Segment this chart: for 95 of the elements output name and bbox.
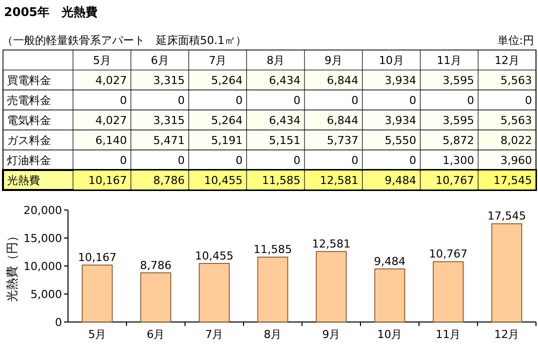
data-label: 6,434: [269, 114, 300, 127]
x-tick-label: 8月: [264, 328, 282, 341]
y-tick-label: 買電料金: [7, 74, 51, 87]
bar: [257, 256, 288, 322]
data-label: 0: [525, 94, 532, 107]
data-label: 0: [409, 94, 416, 107]
data-label: 3,934: [384, 114, 416, 127]
data-label: 0: [178, 94, 185, 107]
x-tick-label: 5月: [92, 54, 111, 67]
x-tick-label: 9月: [324, 54, 342, 67]
x-tick-label: 9月: [322, 328, 340, 341]
data-label: 9,484: [384, 174, 416, 187]
bar: [374, 268, 406, 322]
data-label: 5,563: [500, 114, 532, 127]
x-tick-label: 6月: [146, 328, 165, 341]
x-tick-label: 10月: [378, 54, 404, 67]
chart-title: 2005年 光熱費: [4, 5, 98, 19]
data-label: 5,550: [384, 134, 416, 147]
data-label: 12,581: [312, 238, 350, 251]
data-label: 0: [351, 94, 358, 107]
data-label: 0: [236, 94, 243, 107]
data-label: 8,786: [140, 258, 172, 272]
y-tick-label: ガス料金: [7, 134, 51, 147]
data-label: 17,545: [488, 210, 526, 223]
data-label: 5,471: [153, 134, 185, 147]
x-tick-label: 5月: [88, 328, 106, 341]
data-label: 0: [294, 154, 300, 167]
x-tick-label: 8月: [266, 54, 285, 67]
x-tick-label: 12月: [494, 328, 520, 341]
data-label: 8,022: [500, 134, 532, 147]
y-tick-label: 20,000: [24, 204, 62, 217]
data-label: 0: [236, 154, 243, 167]
data-label: 3,595: [442, 114, 474, 127]
x-tick-label: 12月: [494, 54, 520, 67]
data-label: 5,264: [211, 74, 243, 87]
bar: [82, 264, 113, 322]
bar: [198, 263, 230, 322]
data-label: 10,455: [195, 249, 234, 262]
bar: [140, 272, 172, 322]
data-label: 0: [120, 94, 127, 107]
bar: [316, 251, 347, 322]
chart-subtitle: （一般的軽量鉄骨系アパート 延床面積50.1㎡）: [2, 34, 246, 47]
bar: [491, 223, 522, 322]
y-tick-label: 電気料金: [7, 114, 51, 127]
data-label: 12,581: [320, 174, 358, 187]
data-label: 6,844: [326, 114, 358, 127]
data-label: 0: [351, 154, 358, 167]
data-label: 9,484: [374, 254, 406, 268]
data-label: 3,315: [153, 114, 185, 127]
data-label: 6,434: [269, 74, 300, 87]
data-label: 10,455: [204, 174, 243, 187]
data-label: 11,585: [262, 174, 300, 187]
data-label: 1,300: [442, 154, 474, 167]
data-label: 17,545: [494, 174, 532, 187]
data-label: 5,872: [442, 134, 474, 147]
data-label: 0: [178, 154, 185, 167]
data-label: 3,315: [153, 74, 185, 87]
y-axis-title: 光熱費（円）: [5, 230, 19, 302]
data-label: 10,167: [78, 251, 116, 264]
data-label: 4,027: [95, 114, 127, 127]
y-tick-label: 5,000: [30, 288, 62, 301]
data-label: 10,167: [88, 174, 127, 187]
y-tick-label: 10,000: [24, 260, 62, 273]
x-tick-label: 7月: [205, 328, 224, 341]
data-label: 11,585: [254, 243, 292, 256]
data-label: 3,934: [384, 74, 416, 87]
x-tick-label: 7月: [208, 54, 227, 67]
data-label: 0: [294, 94, 300, 107]
data-label: 0: [467, 94, 474, 107]
y-tick-label: 0: [55, 316, 62, 329]
data-label: 5,191: [211, 134, 243, 147]
data-label: 6,140: [95, 134, 127, 147]
x-tick-label: 6月: [150, 54, 169, 67]
data-label: 6,844: [326, 74, 358, 87]
data-label: 3,595: [442, 74, 474, 87]
data-label: 5,737: [326, 134, 358, 147]
data-label: 5,264: [211, 114, 243, 127]
y-tick-label: 光熱費: [7, 174, 40, 187]
data-label: 5,151: [269, 134, 300, 147]
data-label: 10,767: [429, 248, 468, 261]
bar: [432, 261, 464, 322]
x-tick-label: 11月: [436, 328, 461, 341]
y-tick-label: 売電料金: [7, 94, 51, 107]
x-tick-label: 11月: [436, 54, 462, 67]
data-label: 0: [120, 154, 127, 167]
y-tick-label: 15,000: [24, 232, 62, 245]
text: 単位:円: [497, 34, 534, 47]
data-label: 3,960: [500, 154, 532, 167]
data-label: 5,563: [500, 74, 532, 87]
y-tick-label: 灯油料金: [7, 154, 51, 167]
data-label: 4,027: [95, 74, 127, 87]
data-label: 8,786: [153, 174, 185, 187]
data-label: 10,767: [436, 174, 474, 187]
data-label: 0: [409, 154, 416, 167]
x-tick-label: 10月: [377, 328, 402, 341]
